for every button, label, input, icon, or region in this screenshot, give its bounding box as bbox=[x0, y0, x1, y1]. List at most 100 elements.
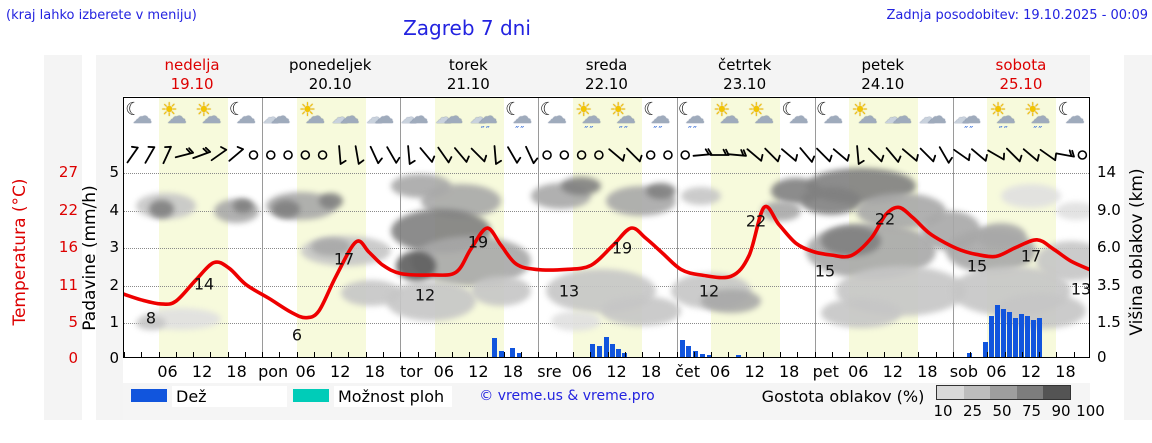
day-header[interactable]: petek 24.10 bbox=[861, 56, 904, 94]
day-header[interactable]: nedelja 19.10 bbox=[165, 56, 220, 94]
x-tick bbox=[313, 352, 315, 357]
cloud-icon: ☁ bbox=[1030, 104, 1051, 128]
cloud-blob bbox=[272, 200, 300, 218]
day-separator-line bbox=[262, 98, 264, 357]
temp-axis-tick: 5 bbox=[68, 313, 78, 331]
x-tick bbox=[1004, 352, 1006, 357]
cloud-icon: ☁ bbox=[132, 104, 153, 128]
cloud-density-scale-value: 10 bbox=[933, 402, 953, 420]
precipitation-bar bbox=[699, 354, 705, 357]
precip-axis-tick: 5 bbox=[109, 163, 119, 181]
precipitation-bar bbox=[609, 343, 615, 357]
rain-legend-swatch bbox=[131, 389, 167, 402]
temperature-value-label: 12 bbox=[698, 281, 720, 301]
weather-icon-cloud: ☁ ☁ bbox=[434, 101, 470, 141]
cloud-icon: ☁ bbox=[469, 108, 487, 128]
temp-axis-strip bbox=[44, 55, 82, 420]
x-tick bbox=[659, 352, 661, 357]
sun-icon: ☀ bbox=[298, 99, 316, 121]
temperature-value-label: 22 bbox=[874, 209, 896, 229]
weather-icon-moon-cloud-rain: ☾ ☁ ″″ bbox=[503, 101, 539, 141]
temperature-value-label: 13 bbox=[558, 281, 580, 301]
hour-label: 12 bbox=[468, 362, 489, 381]
precip-axis-tick: 4 bbox=[109, 201, 119, 219]
temperature-value-label: 14 bbox=[193, 274, 215, 294]
precipitation-bar bbox=[589, 343, 595, 357]
x-tick bbox=[883, 352, 885, 357]
cloud-icon: ☁ bbox=[331, 108, 349, 128]
cloud-icon: ☁ bbox=[262, 108, 280, 128]
cloud-blob bbox=[1056, 202, 1089, 220]
x-tick bbox=[503, 352, 505, 357]
cloud-icon: ☁ bbox=[857, 104, 878, 128]
copyright[interactable]: © vreme.us & vreme.pro bbox=[479, 388, 655, 404]
precipitation-axis-label: Padavine (mm/h) bbox=[80, 185, 100, 331]
cloud-blob bbox=[311, 238, 351, 256]
wind-barbs-row bbox=[126, 145, 1088, 165]
precipitation-bar bbox=[621, 353, 627, 357]
weather-icon-moon-cloud: ☾ ☁ bbox=[779, 101, 815, 141]
weather-icon-cloud: ☁ ☁ bbox=[918, 101, 954, 141]
day-name: sreda bbox=[585, 56, 628, 74]
temp-axis-tick: 16 bbox=[58, 238, 78, 256]
precip-axis-tick: 2 bbox=[109, 276, 119, 294]
x-tick bbox=[210, 352, 212, 357]
x-tick bbox=[417, 352, 419, 357]
rain-drops-icon: ″″ bbox=[584, 124, 595, 137]
hour-label: 06 bbox=[295, 362, 316, 381]
precip-axis-tick: 0 bbox=[109, 349, 119, 367]
cloud-blob bbox=[136, 316, 166, 330]
x-tick bbox=[400, 352, 402, 357]
x-tick bbox=[1021, 352, 1023, 357]
last-update: Zadnja posodobitev: 19.10.2025 - 00:09 bbox=[886, 8, 1148, 23]
moon-icon: ☾ bbox=[677, 99, 694, 120]
cloud-icon: ☁ bbox=[615, 104, 636, 128]
weather-icon-sun-cloud-rain: ☀ ☁ ″″ bbox=[987, 101, 1023, 141]
precipitation-bar bbox=[1024, 316, 1030, 357]
x-tick bbox=[279, 352, 281, 357]
precipitation-bar bbox=[516, 353, 522, 357]
x-tick bbox=[434, 352, 436, 357]
day-header[interactable]: sreda 22.10 bbox=[585, 56, 628, 94]
day-name: torek bbox=[448, 56, 488, 74]
precipitation-bar bbox=[1036, 317, 1042, 357]
precipitation-bar bbox=[706, 355, 712, 357]
cloud-blob bbox=[386, 281, 476, 321]
precipitation-bar bbox=[692, 351, 698, 357]
weather-icon-moon-cloud: ☾ ☁ bbox=[227, 101, 263, 141]
x-tick bbox=[1073, 352, 1075, 357]
weather-icon-cloud: ☁ ☁ bbox=[365, 101, 401, 141]
rain-drops-icon: ″″ bbox=[618, 124, 629, 137]
temperature-value-label: 17 bbox=[333, 249, 355, 269]
x-tick bbox=[711, 352, 713, 357]
day-header[interactable]: sobota 25.10 bbox=[996, 56, 1047, 94]
day-abbrev-label: sob bbox=[949, 362, 978, 381]
cloud-density-scale-value: 90 bbox=[1051, 402, 1071, 420]
day-name: nedelja bbox=[164, 56, 220, 74]
weather-icon-moon-cloud: ☾ ☁ bbox=[1056, 101, 1089, 141]
x-tick bbox=[365, 352, 367, 357]
hour-label: 12 bbox=[744, 362, 765, 381]
temp-axis-tick: 27 bbox=[58, 163, 78, 181]
cloud-density-scale-value: 50 bbox=[992, 402, 1012, 420]
cloud-icon: ☁ bbox=[339, 104, 360, 128]
day-header[interactable]: četrtek 23.10 bbox=[718, 56, 771, 94]
x-tick bbox=[970, 352, 972, 357]
day-date: 25.10 bbox=[999, 75, 1043, 93]
rain-drops-icon: ″″ bbox=[515, 124, 526, 137]
day-header[interactable]: ponedeljek 20.10 bbox=[289, 56, 371, 94]
cloud-icon: ☁ bbox=[366, 108, 384, 128]
day-date: 19.10 bbox=[170, 75, 214, 93]
cloud-density-scale-value: 100 bbox=[1076, 402, 1105, 420]
precipitation-bar bbox=[1000, 308, 1006, 357]
precipitation-bar bbox=[994, 304, 1000, 357]
precipitation-bar bbox=[596, 345, 602, 357]
temperature-value-label: 19 bbox=[467, 232, 489, 252]
cloud-icon: ☁ bbox=[788, 104, 809, 128]
temperature-value-label: 6 bbox=[291, 325, 303, 345]
cloud-icon: ☁ bbox=[477, 104, 498, 128]
weather-icon-cloud: ☁ ☁ bbox=[400, 101, 436, 141]
day-header[interactable]: torek 21.10 bbox=[447, 56, 490, 94]
day-date: 23.10 bbox=[723, 75, 767, 93]
